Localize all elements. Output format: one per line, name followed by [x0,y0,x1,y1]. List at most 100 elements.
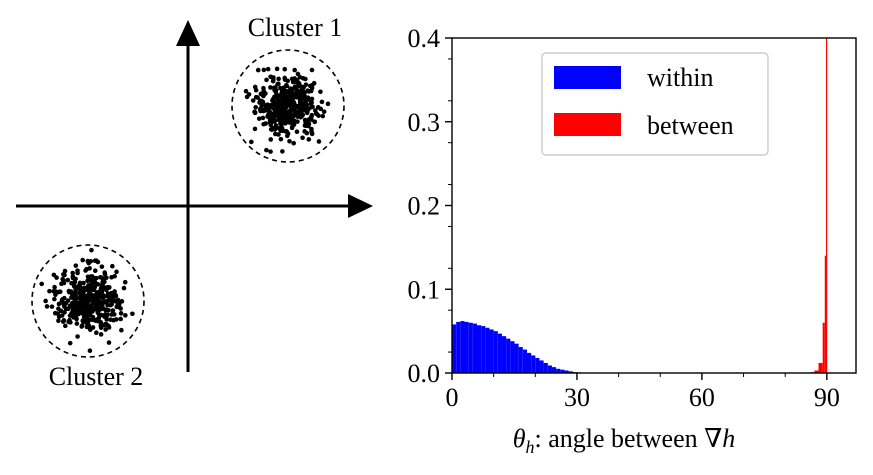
cluster-point [272,94,277,100]
cluster-point [99,302,105,308]
cluster-point [265,66,271,72]
cluster-point [87,307,93,312]
y-tick-label: 0.3 [408,108,441,137]
cluster-point [123,313,128,318]
cluster-point [273,123,279,128]
within-bar [452,324,457,373]
cluster-point [87,348,93,354]
cluster-point [291,140,296,146]
cluster-point [293,92,299,98]
within-bar [556,368,561,373]
between-bar [818,362,823,373]
cluster-point [255,67,261,73]
x-tick-label: 0 [446,383,459,412]
cluster-point [282,121,288,126]
cluster-point [285,78,290,84]
cluster-point [253,104,258,110]
y-tick-label: 0.1 [408,275,441,304]
cluster-point [87,277,93,283]
legend: within between [541,52,769,156]
cluster-2-label: Cluster 2 [49,362,144,391]
cluster-point [288,86,293,91]
cluster-point [261,67,267,73]
within-bar [543,362,548,373]
cluster-point [92,307,98,312]
within-bar [535,357,540,373]
x-label-h: h [722,424,735,453]
cluster-point [119,327,124,333]
cluster-point [282,66,288,72]
cluster-point [78,309,84,314]
cluster-point [105,302,110,308]
cluster-point [271,115,277,120]
cluster-point [252,109,257,115]
cluster-point [71,284,77,289]
cluster-point [321,109,327,114]
cluster-point [292,67,297,73]
cluster-point [44,304,50,309]
cluster-point [88,327,93,332]
cluster-point [311,80,317,86]
cluster-point [287,98,292,103]
cluster-point [110,263,115,269]
cluster-point [89,247,94,253]
cluster-point [102,271,108,277]
cluster-point [56,301,62,307]
cluster-point [295,119,300,124]
cluster-point [318,89,323,95]
cluster-point [306,121,312,127]
cluster-point [276,113,282,118]
cluster-point [95,282,101,287]
cluster-point [93,293,99,298]
cluster-point [276,76,281,82]
between-bar [814,370,819,373]
cluster-point [301,106,307,111]
within-bars [452,321,586,373]
cluster-point [65,277,71,283]
y-tick-label: 0.0 [408,359,441,388]
cluster-point [52,310,58,316]
cluster-point [309,104,315,109]
within-bar [564,370,569,373]
cluster-point [295,84,300,89]
cluster-point [285,133,290,139]
cluster-point [104,317,109,322]
cluster-point [86,260,92,266]
cluster-point [284,83,289,88]
cluster-point [99,292,104,298]
cluster-point [289,103,294,109]
cluster-point [298,99,304,105]
cluster-point [314,111,320,117]
within-bar [531,355,536,373]
cluster-point [73,301,78,307]
x-label-subscript: h [525,437,534,457]
cluster-point [95,259,101,265]
y-tick-label: 0.4 [408,24,441,53]
cluster-point [118,311,124,316]
cluster-point [53,289,59,295]
cluster-point [90,301,96,306]
cluster-point [86,323,92,328]
cluster-point [103,299,109,304]
cluster-point [269,127,275,132]
cluster-point [79,323,85,328]
cluster-point [316,139,322,144]
cluster-point [309,126,314,132]
cluster-point [105,294,111,299]
within-bar [568,371,573,373]
cluster-point [67,313,73,318]
cluster-point [268,149,273,154]
cluster-point [63,323,68,329]
cluster-point [259,103,264,109]
cluster-point [59,298,65,304]
cluster-point [97,307,102,313]
cluster-point [299,114,304,119]
cluster-point [63,300,68,306]
cluster-point [75,334,80,339]
cluster-point [67,340,73,346]
within-bar [493,331,498,373]
cluster-point [59,313,65,318]
cluster-point [276,132,281,137]
cluster-point [88,312,93,318]
cluster-point [103,307,109,312]
